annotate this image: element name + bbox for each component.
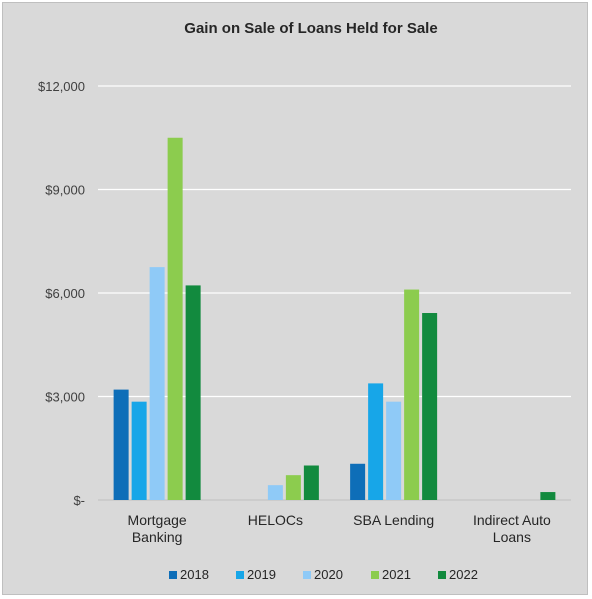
legend-label: 2021 [382, 567, 411, 582]
bar [167, 137, 183, 500]
bar [113, 389, 129, 500]
category-label: SBA Lending [353, 512, 434, 528]
bar [185, 285, 201, 500]
bars [113, 137, 556, 500]
bar-chart: Gain on Sale of Loans Held for Sale $- $3… [38, 20, 571, 582]
legend-swatch [236, 571, 244, 579]
y-tick-label: $6,000 [45, 286, 85, 301]
legend-label: 2022 [449, 567, 478, 582]
y-tick-label: $12,000 [38, 79, 85, 94]
legend-swatch [303, 571, 311, 579]
y-tick-label: $- [73, 493, 85, 508]
legend-label: 2020 [314, 567, 343, 582]
chart-frame: Gain on Sale of Loans Held for Sale $- $3… [2, 2, 588, 595]
bar [404, 289, 420, 500]
legend: 2018 2019 2020 2021 2022 [169, 567, 478, 582]
y-tick-label: $9,000 [45, 183, 85, 198]
bar [149, 267, 165, 500]
category-label: HELOCs [248, 512, 303, 528]
legend-swatch [438, 571, 446, 579]
chart-title: Gain on Sale of Loans Held for Sale [184, 20, 437, 37]
bar [386, 401, 402, 500]
bar [368, 383, 384, 500]
y-axis-ticks: $- $3,000 $6,000 $9,000 $12,000 [38, 79, 85, 508]
category-label: Mortgage Banking [128, 512, 187, 545]
legend-label: 2018 [180, 567, 209, 582]
bar [540, 492, 556, 500]
category-label: Indirect Auto Loans [473, 512, 551, 545]
bar [350, 463, 366, 500]
bar [303, 465, 319, 500]
bar [285, 475, 301, 500]
y-tick-label: $3,000 [45, 390, 85, 405]
x-axis-categories: Mortgage Banking HELOCs SBA Lending Indirect… [128, 512, 551, 545]
legend-swatch [169, 571, 177, 579]
bar [422, 313, 438, 500]
legend-swatch [371, 571, 379, 579]
legend-label: 2019 [247, 567, 276, 582]
bar [131, 401, 147, 500]
bar [267, 485, 283, 500]
